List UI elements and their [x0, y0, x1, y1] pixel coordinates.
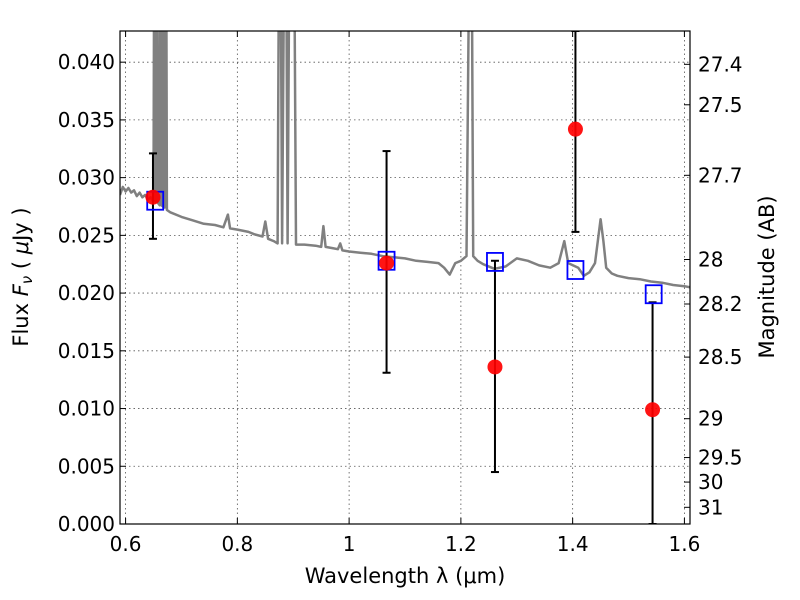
model-square: [566, 260, 585, 280]
observed-point: [487, 359, 503, 375]
axes: 0.6 0.8 1 1.2 1.4 1.6 0.000 0.005 0.010 0.015 0.02…: [58, 31, 743, 556]
data-layer: [120, 31, 690, 524]
x-tick-label: 0.8: [221, 532, 253, 556]
spectrum-line: [120, 31, 690, 289]
right-tick-label: 27.4: [698, 52, 743, 76]
x-tick-label: 1: [343, 532, 356, 556]
x-tick-label: 1.6: [669, 532, 701, 556]
y-axis-label: Flux Fν ( μJy ): [9, 207, 36, 346]
x-tick-label: 1.2: [445, 532, 477, 556]
observed-point: [145, 189, 161, 205]
right-tick-label: 28.5: [698, 345, 743, 369]
right-tick-label: 29: [698, 407, 723, 431]
observed-point: [379, 255, 395, 271]
y-tick-label: 0.015: [58, 339, 115, 363]
right-tick-label: 29.5: [698, 446, 743, 470]
grid: [120, 31, 690, 525]
right-tick-label: 27.5: [698, 93, 743, 117]
y-tick-label: 0.020: [58, 281, 115, 305]
x-axis-label: Wavelength λ (μm): [305, 564, 506, 588]
model-square: [486, 252, 504, 272]
y-tick-label: 0.005: [58, 454, 115, 478]
right-tick-label: 27.7: [698, 163, 743, 187]
y-tick-label: 0.035: [58, 108, 115, 132]
y-tick-label: 0.000: [58, 512, 115, 536]
x-tick-label: 0.6: [110, 532, 142, 556]
y-tick-label: 0.040: [58, 50, 115, 74]
right-tick-label: 31: [698, 495, 723, 519]
observed-point: [645, 402, 661, 418]
y-tick-label: 0.010: [58, 397, 115, 421]
right-tick-label: 28: [698, 247, 723, 271]
right-tick-label: 28.2: [698, 292, 743, 316]
plot-frame: [119, 30, 691, 525]
y-tick-label: 0.025: [58, 223, 115, 247]
x-tick-label: 1.4: [557, 532, 589, 556]
right-axis-label: Magnitude (AB): [755, 195, 779, 358]
right-tick-label: 30: [698, 470, 723, 494]
y-tick-label: 0.030: [58, 166, 115, 190]
model-square: [644, 284, 663, 305]
observed-point: [567, 121, 583, 137]
